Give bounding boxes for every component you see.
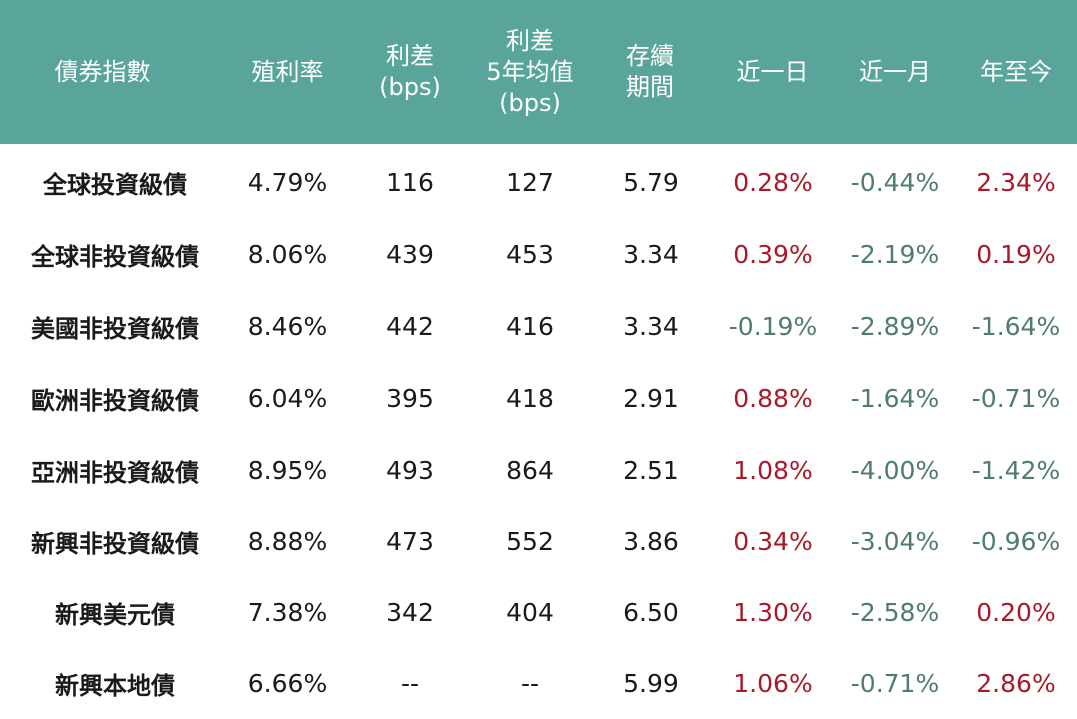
row-one-month-change: -2.89% bbox=[850, 311, 940, 341]
row-yield: 6.66% bbox=[247, 668, 328, 698]
row-duration: 5.79 bbox=[623, 167, 679, 197]
row-one-day-change: 1.06% bbox=[733, 668, 813, 698]
row-ytd-change: -1.64% bbox=[971, 311, 1061, 341]
row-spread-5y: 404 bbox=[506, 597, 554, 627]
row-duration: 2.91 bbox=[623, 383, 679, 413]
row-ytd-change: -0.71% bbox=[971, 383, 1061, 413]
header-one-month: 近一月 bbox=[859, 57, 931, 86]
table-row: 全球投資級債 4.79% 116 127 5.79 0.28% -0.44% 2… bbox=[0, 146, 1077, 218]
row-ytd-change: 2.86% bbox=[976, 668, 1056, 698]
row-one-day-change: 0.39% bbox=[733, 239, 813, 269]
row-one-day-change: 1.08% bbox=[733, 455, 813, 485]
row-bond-name: 美國非投資級債 bbox=[31, 314, 199, 343]
row-duration: 3.34 bbox=[623, 239, 679, 269]
row-yield: 8.46% bbox=[247, 311, 328, 341]
table-row: 歐洲非投資級債 6.04% 395 418 2.91 0.88% -1.64% … bbox=[0, 362, 1077, 434]
row-spread: 395 bbox=[386, 383, 434, 413]
row-one-day-change: 0.88% bbox=[733, 383, 813, 413]
row-one-month-change: -4.00% bbox=[850, 455, 940, 485]
row-one-month-change: -3.04% bbox=[850, 526, 940, 556]
row-ytd-change: 0.19% bbox=[976, 239, 1056, 269]
row-bond-name: 新興本地債 bbox=[55, 671, 175, 700]
row-spread-5y: 416 bbox=[506, 311, 554, 341]
table-row: 美國非投資級債 8.46% 442 416 3.34 -0.19% -2.89%… bbox=[0, 290, 1077, 362]
row-one-day-change: 1.30% bbox=[733, 597, 813, 627]
row-spread: 493 bbox=[386, 455, 434, 485]
row-yield: 7.38% bbox=[247, 597, 328, 627]
row-one-month-change: -1.64% bbox=[850, 383, 940, 413]
header-year-to-date: 年至今 bbox=[980, 57, 1052, 86]
table-header: 債券指數 殖利率 利差 (bps) 利差 5年均值 (bps) 存續 期間 近一… bbox=[0, 0, 1077, 144]
table-row: 新興本地債 6.66% -- -- 5.99 1.06% -0.71% 2.86… bbox=[0, 647, 1077, 719]
row-spread: 342 bbox=[386, 597, 434, 627]
row-spread-5y: 453 bbox=[506, 239, 554, 269]
row-one-month-change: -0.44% bbox=[850, 167, 940, 197]
row-spread: 439 bbox=[386, 239, 434, 269]
row-yield: 8.95% bbox=[247, 455, 328, 485]
row-spread-5y: 552 bbox=[506, 526, 554, 556]
row-bond-name: 歐洲非投資級債 bbox=[31, 386, 199, 415]
header-one-day: 近一日 bbox=[736, 57, 809, 86]
header-duration: 存續 期間 bbox=[626, 42, 674, 101]
row-bond-name: 亞洲非投資級債 bbox=[31, 458, 199, 487]
row-spread-5y: 864 bbox=[506, 455, 554, 485]
table-row: 新興美元債 7.38% 342 404 6.50 1.30% -2.58% 0.… bbox=[0, 576, 1077, 648]
row-yield: 4.79% bbox=[247, 167, 328, 197]
header-bond-index: 債券指數 bbox=[54, 57, 151, 86]
row-one-month-change: -0.71% bbox=[850, 668, 940, 698]
table-row: 亞洲非投資級債 8.95% 493 864 2.51 1.08% -4.00% … bbox=[0, 434, 1077, 506]
row-duration: 5.99 bbox=[623, 668, 679, 698]
row-ytd-change: -0.96% bbox=[971, 526, 1061, 556]
row-ytd-change: -1.42% bbox=[971, 455, 1061, 485]
row-spread: 473 bbox=[386, 526, 434, 556]
row-duration: 2.51 bbox=[623, 455, 679, 485]
row-spread: 442 bbox=[386, 311, 434, 341]
row-ytd-change: 2.34% bbox=[976, 167, 1056, 197]
row-spread-5y: -- bbox=[520, 668, 540, 698]
row-bond-name: 新興非投資級債 bbox=[31, 529, 199, 558]
row-bond-name: 全球投資級債 bbox=[43, 170, 187, 199]
row-duration: 6.50 bbox=[623, 597, 679, 627]
row-spread: 116 bbox=[386, 167, 434, 197]
row-duration: 3.34 bbox=[623, 311, 679, 341]
row-one-day-change: -0.19% bbox=[728, 311, 818, 341]
header-spread: 利差 (bps) bbox=[379, 42, 441, 101]
row-spread: -- bbox=[400, 668, 420, 698]
header-yield: 殖利率 bbox=[251, 57, 324, 86]
row-one-month-change: -2.58% bbox=[850, 597, 940, 627]
row-spread-5y: 418 bbox=[506, 383, 554, 413]
row-one-day-change: 0.28% bbox=[733, 167, 813, 197]
table-row: 全球非投資級債 8.06% 439 453 3.34 0.39% -2.19% … bbox=[0, 218, 1077, 290]
row-one-month-change: -2.19% bbox=[850, 239, 940, 269]
table-row: 新興非投資級債 8.88% 473 552 3.86 0.34% -3.04% … bbox=[0, 505, 1077, 577]
row-spread-5y: 127 bbox=[506, 167, 554, 197]
row-ytd-change: 0.20% bbox=[976, 597, 1056, 627]
row-yield: 8.88% bbox=[247, 526, 328, 556]
row-one-day-change: 0.34% bbox=[733, 526, 813, 556]
row-bond-name: 新興美元債 bbox=[55, 600, 175, 629]
row-bond-name: 全球非投資級債 bbox=[31, 242, 199, 271]
header-spread-5y-average: 利差 5年均值 (bps) bbox=[486, 26, 574, 117]
row-yield: 6.04% bbox=[247, 383, 328, 413]
row-duration: 3.86 bbox=[623, 526, 679, 556]
row-yield: 8.06% bbox=[247, 239, 328, 269]
